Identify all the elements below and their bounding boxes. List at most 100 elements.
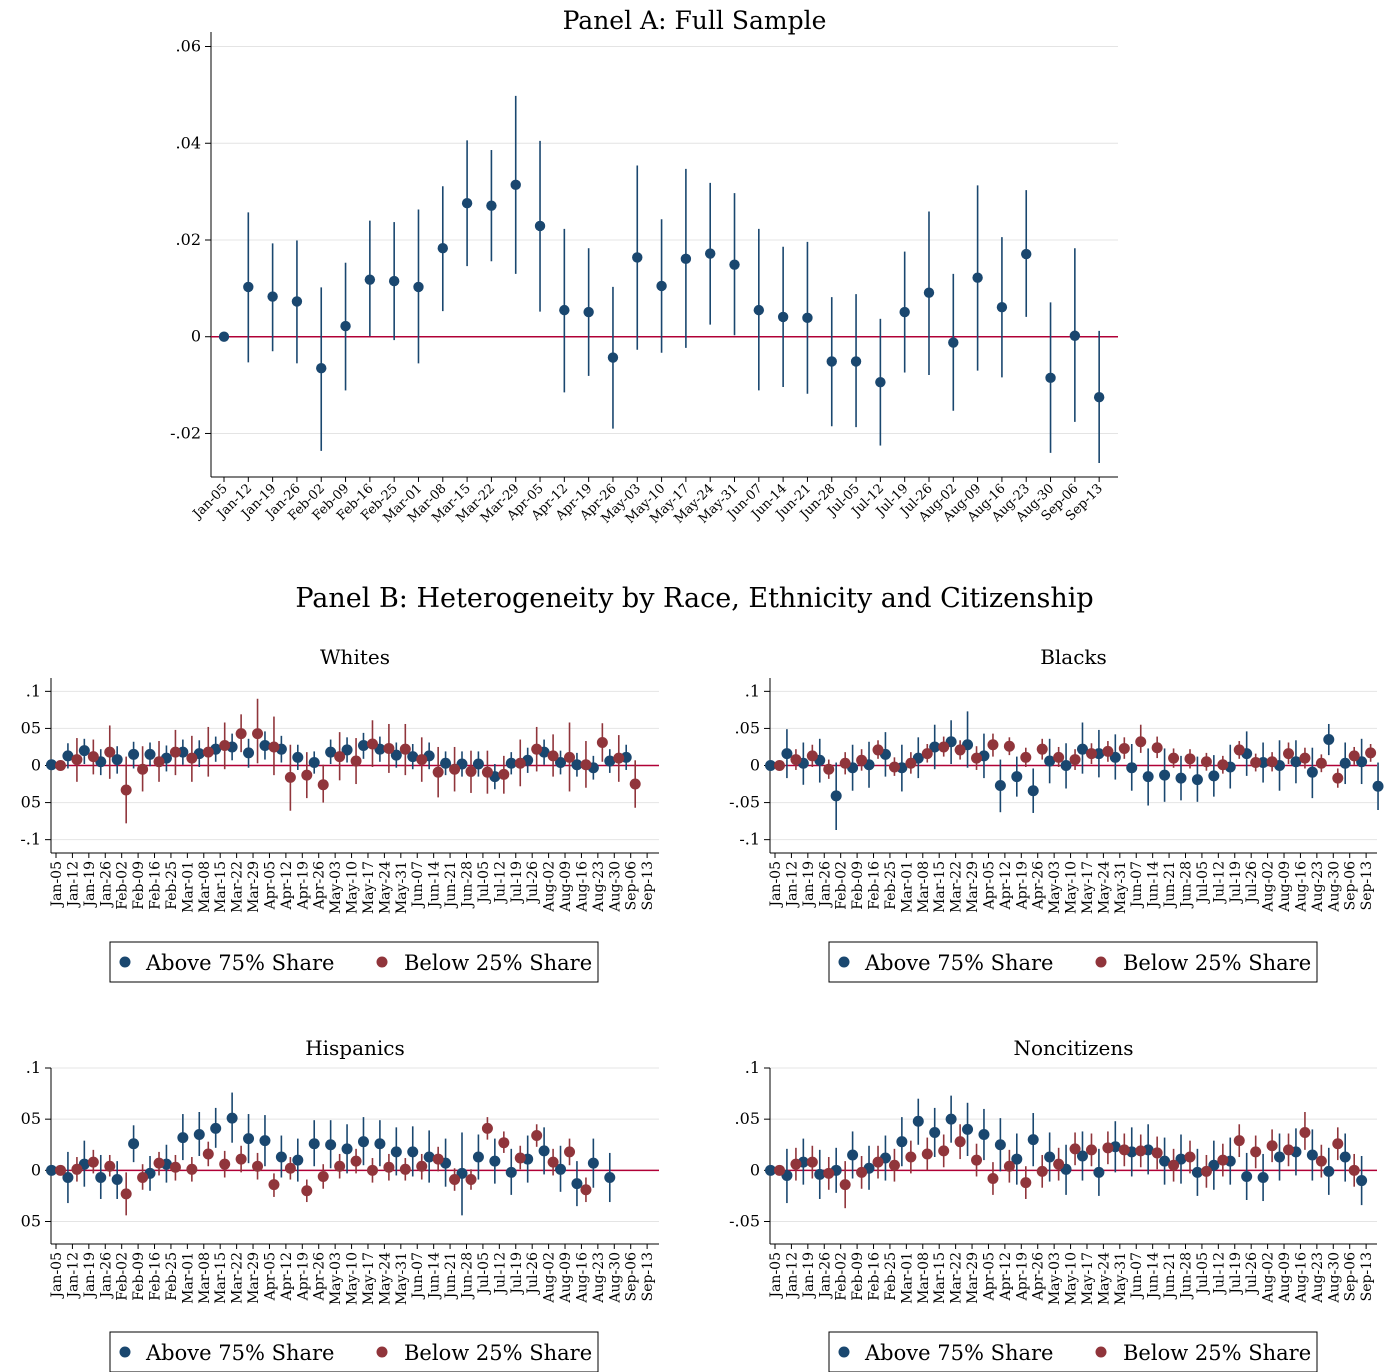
data-point (774, 1164, 785, 1176)
x-tick-label: Mar-22 (949, 861, 965, 913)
data-point (1365, 747, 1377, 759)
data-point (1250, 1146, 1262, 1158)
data-point (292, 751, 304, 763)
data-point (1045, 372, 1056, 384)
x-tick-label: Aug-09 (1277, 1252, 1293, 1304)
data-point (971, 752, 983, 764)
x-tick-label: Mar-15 (213, 861, 229, 913)
x-tick-label: Mar-15 (932, 861, 948, 913)
x-tick-label: May-03 (1047, 861, 1063, 914)
y-tick-label: .04 (176, 133, 201, 152)
x-tick-label: Jan-19 (82, 1252, 98, 1300)
data-point (284, 771, 296, 783)
data-point (407, 1146, 419, 1158)
data-point (1036, 743, 1048, 755)
x-tick-label: May-17 (361, 861, 377, 914)
x-tick-label: Mar-01 (899, 1252, 915, 1304)
data-point (268, 1179, 280, 1191)
x-tick-label: Sep-13 (640, 861, 656, 910)
legend-label-above: Above 75% Share (864, 1341, 1053, 1365)
y-tick-label: 05 (21, 1211, 41, 1230)
data-point (1118, 1144, 1130, 1156)
data-point (1168, 752, 1180, 764)
data-point (202, 746, 214, 758)
x-tick-label: Jul-05 (476, 861, 492, 905)
x-tick-label: Aug-16 (1293, 861, 1309, 913)
data-point (219, 1158, 231, 1170)
data-point (839, 1179, 851, 1191)
data-point (383, 1161, 395, 1173)
data-point (1348, 750, 1360, 762)
y-tick-label: -.1 (20, 830, 41, 849)
x-tick-label: Aug-02 (542, 1252, 558, 1304)
data-point (1021, 248, 1032, 260)
data-point (806, 750, 818, 762)
x-tick-label: Jun-14 (427, 1252, 443, 1300)
data-point (284, 1162, 296, 1174)
data-point (1266, 1140, 1278, 1152)
data-point (765, 1164, 776, 1176)
x-tick-label: Jun-28 (1179, 1252, 1195, 1300)
x-tick-label: Feb-16 (148, 1252, 164, 1301)
x-tick-label: May-10 (345, 861, 361, 914)
legend-label-above: Above 75% Share (864, 951, 1053, 975)
x-tick-label: Feb-25 (164, 861, 180, 910)
data-point (1109, 751, 1121, 763)
x-tick-label: Apr-05 (262, 1252, 278, 1301)
x-tick-label: Feb-09 (850, 861, 866, 910)
x-tick-label: Feb-25 (883, 861, 899, 910)
data-point (559, 304, 570, 316)
data-point (186, 1163, 198, 1175)
data-point (71, 1163, 83, 1175)
data-point (1323, 1165, 1335, 1177)
data-point (291, 296, 303, 307)
data-point (1135, 1145, 1147, 1157)
x-tick-label: May-24 (1096, 861, 1112, 914)
data-point (210, 1122, 222, 1134)
data-point (1175, 772, 1187, 784)
data-point (413, 281, 424, 293)
data-point (87, 751, 99, 763)
x-tick-label: Aug-30 (607, 861, 623, 913)
x-tick-label: Jan-05 (768, 1252, 784, 1300)
data-point (104, 1160, 116, 1172)
data-point (948, 337, 959, 348)
data-point (1290, 756, 1302, 768)
x-tick-label: Apr-26 (312, 861, 328, 910)
data-point (340, 320, 351, 332)
x-tick-label: Feb-02 (834, 1252, 850, 1301)
y-tick-label: -.02 (170, 423, 201, 442)
x-tick-label: Apr-19 (295, 861, 311, 910)
data-point (945, 1113, 957, 1125)
x-tick-label: Jan-19 (82, 861, 98, 909)
x-tick-label: Apr-19 (1014, 861, 1030, 910)
data-point (1191, 774, 1203, 786)
data-point (729, 259, 740, 270)
x-tick-label: May-10 (1064, 1252, 1080, 1305)
x-tick-label: May-24 (377, 1252, 393, 1305)
x-tick-label: Aug-30 (607, 1252, 623, 1304)
x-tick-label: Mar-29 (246, 861, 262, 913)
x-tick-label: Jul-19 (509, 861, 525, 905)
x-tick-label: Mar-01 (899, 861, 915, 913)
x-tick-label: Mar-29 (965, 1252, 981, 1304)
data-point (656, 280, 667, 292)
data-point (583, 306, 594, 318)
legend-label-below: Below 25% Share (1123, 1341, 1311, 1365)
data-point (399, 1163, 411, 1175)
data-point (1217, 1154, 1229, 1166)
x-tick-label: Jul-19 (1228, 1252, 1244, 1296)
data-point (449, 1174, 461, 1186)
data-point (923, 287, 935, 298)
data-point (301, 769, 313, 781)
x-tick-label: Feb-25 (883, 1252, 899, 1301)
data-point (777, 311, 789, 323)
data-point (987, 1173, 999, 1185)
data-point (218, 331, 230, 342)
data-point (193, 1129, 205, 1141)
data-point (905, 1151, 917, 1163)
x-tick-label: Sep-13 (1359, 1252, 1375, 1301)
x-tick-label: Feb-02 (834, 861, 850, 910)
data-point (604, 755, 616, 767)
